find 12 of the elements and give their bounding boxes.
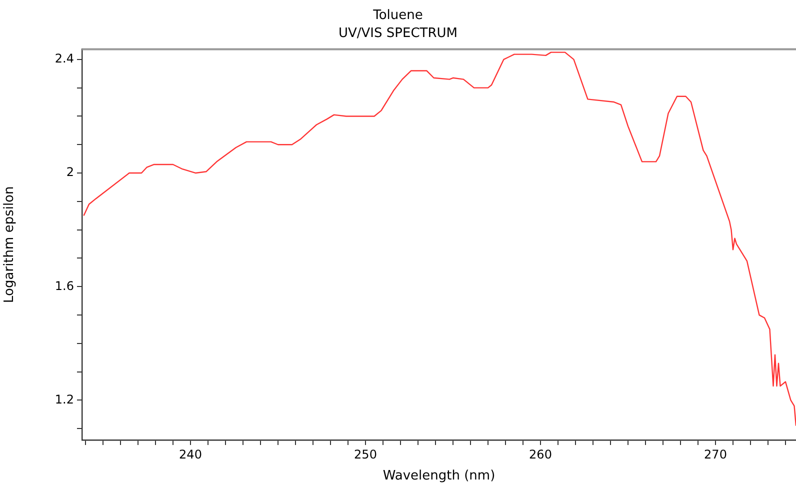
x-tick-label: 270 xyxy=(704,447,727,462)
chart-subtitle: UV/VIS SPECTRUM xyxy=(338,26,458,41)
x-tick-label: 260 xyxy=(529,447,552,462)
y-tick-label: 1.6 xyxy=(54,278,74,293)
x-tick-label: 250 xyxy=(354,447,377,462)
y-tick-label: 1.2 xyxy=(54,392,74,406)
chart-title: Toluene xyxy=(372,8,423,24)
x-tick-label: 240 xyxy=(179,447,202,462)
x-axis-title: Wavelength (nm) xyxy=(382,468,496,484)
y-tick-label: 2 xyxy=(66,165,74,180)
y-tick-label: 2.4 xyxy=(54,52,74,66)
y-axis-title: Logarithm epsilon xyxy=(2,186,18,303)
